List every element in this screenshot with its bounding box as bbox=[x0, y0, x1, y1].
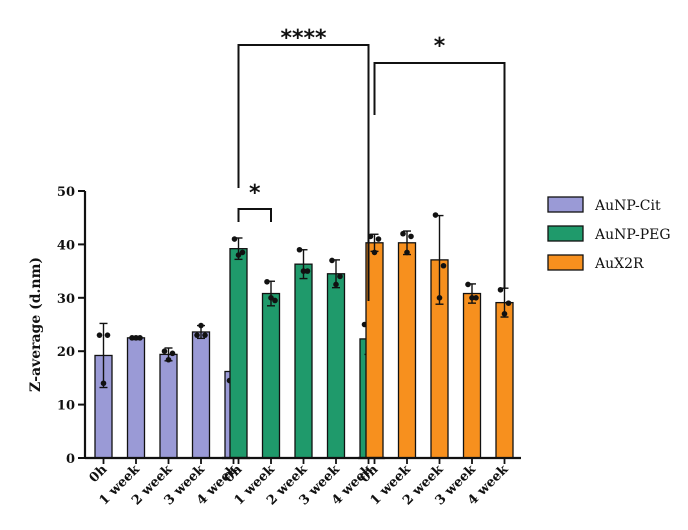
significance-bracket: * bbox=[373, 34, 506, 289]
y-tick-label: 30 bbox=[57, 292, 75, 307]
data-point bbox=[272, 297, 278, 304]
bar bbox=[462, 292, 482, 459]
significance-bracket: **** bbox=[237, 26, 370, 301]
legend-item: AuNP-PEG bbox=[547, 225, 671, 243]
legend-swatch bbox=[547, 254, 584, 271]
significance-label: * bbox=[249, 181, 261, 206]
data-point bbox=[169, 350, 176, 357]
data-point bbox=[129, 335, 135, 341]
bar bbox=[261, 292, 281, 459]
y-tick-label: 40 bbox=[57, 238, 75, 253]
data-point bbox=[133, 335, 139, 341]
data-point bbox=[465, 281, 471, 288]
data-point bbox=[304, 268, 311, 274]
data-point bbox=[333, 281, 339, 288]
data-point bbox=[436, 295, 443, 301]
data-point bbox=[404, 249, 410, 256]
series-AuNP-PEG bbox=[229, 236, 378, 459]
legend: AuNP-Cit AuNP-PEG AuX2R bbox=[547, 196, 671, 272]
bar bbox=[495, 301, 514, 459]
data-point bbox=[264, 278, 270, 285]
legend-swatch bbox=[547, 225, 584, 242]
data-point bbox=[161, 348, 168, 355]
significance-bracket: * bbox=[237, 181, 272, 222]
data-point bbox=[165, 356, 172, 363]
bar bbox=[326, 273, 346, 459]
legend-label: AuNP-PEG bbox=[594, 227, 671, 243]
data-point bbox=[337, 273, 343, 280]
bar bbox=[159, 353, 178, 459]
data-point bbox=[198, 322, 204, 329]
data-point bbox=[239, 249, 246, 256]
y-tick-label: 50 bbox=[57, 185, 75, 200]
data-point bbox=[497, 286, 504, 293]
bar bbox=[229, 248, 248, 459]
data-point bbox=[296, 246, 303, 253]
y-tick-label: 20 bbox=[57, 345, 75, 360]
data-point bbox=[96, 332, 103, 338]
bar bbox=[126, 337, 146, 459]
bar bbox=[191, 331, 211, 459]
data-point bbox=[194, 332, 200, 338]
legend-item: AuX2R bbox=[547, 254, 644, 272]
data-point bbox=[432, 212, 439, 218]
y-tick-label: 10 bbox=[57, 399, 75, 414]
data-point bbox=[300, 268, 307, 274]
data-point bbox=[501, 311, 508, 317]
data-point bbox=[473, 295, 479, 301]
data-point bbox=[329, 257, 335, 264]
x-tick-label: 0h bbox=[87, 462, 111, 486]
legend-swatch bbox=[547, 196, 584, 213]
significance-label: * bbox=[434, 34, 446, 59]
legend-label: AuNP-Cit bbox=[594, 198, 661, 214]
data-point bbox=[440, 262, 447, 269]
series-AuNP-Cit bbox=[94, 322, 243, 459]
series-AuX2R bbox=[365, 212, 514, 459]
data-point bbox=[231, 236, 238, 242]
data-point bbox=[469, 295, 475, 301]
data-point bbox=[202, 332, 208, 338]
data-point bbox=[505, 300, 512, 306]
data-point bbox=[400, 230, 406, 237]
data-point bbox=[235, 252, 242, 258]
data-point bbox=[268, 295, 274, 301]
y-axis-label: Z-average (d.nm) bbox=[28, 257, 44, 392]
data-point bbox=[371, 249, 378, 256]
data-point bbox=[100, 380, 107, 387]
bracket-line bbox=[237, 208, 272, 222]
bracket-line bbox=[237, 44, 370, 301]
y-axis: 0 10 20 30 40 50 Z-average (d.nm) bbox=[28, 185, 87, 467]
y-tick-label: 0 bbox=[66, 452, 75, 467]
bar bbox=[397, 242, 417, 459]
data-point bbox=[137, 335, 143, 341]
legend-item: AuNP-Cit bbox=[547, 196, 661, 214]
significance-brackets: ***** * bbox=[237, 26, 506, 301]
data-point bbox=[408, 233, 414, 240]
significance-label: **** bbox=[280, 26, 327, 51]
data-point bbox=[375, 236, 382, 242]
plot-area bbox=[94, 212, 514, 459]
bracket-line bbox=[373, 62, 506, 289]
legend-label: AuX2R bbox=[594, 256, 644, 272]
data-point bbox=[104, 332, 111, 338]
bar bbox=[294, 263, 313, 459]
